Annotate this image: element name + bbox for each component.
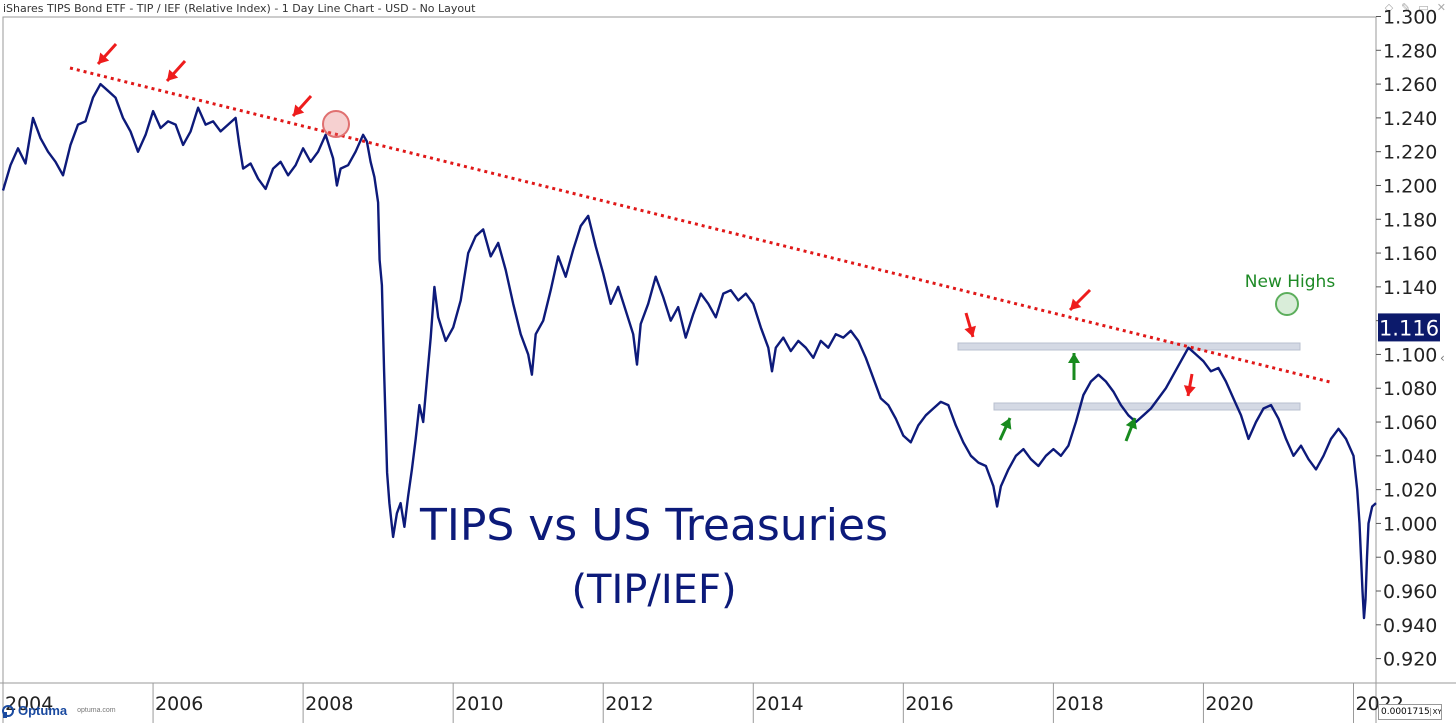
y-tick-label: 1.080 [1383, 378, 1437, 400]
x-tick-label: 2014 [755, 693, 803, 715]
green-arrow-head [1000, 418, 1012, 430]
series-line-tip-ief [1, 82, 1377, 620]
downtrend-line [69, 66, 1331, 384]
x-tick-label: 2008 [305, 693, 353, 715]
y-tick-label: 1.260 [1383, 74, 1437, 96]
y-tick-label: 1.240 [1383, 108, 1437, 130]
x-tick-label: 2004 [5, 693, 53, 715]
y-tick-label: 1.300 [1383, 7, 1437, 29]
y-tick-label: 1.060 [1383, 412, 1437, 434]
red-arrow-head [293, 104, 305, 116]
new-high-circle [1275, 292, 1299, 316]
red-arrow-head [98, 52, 110, 64]
y-tick-label: 0.960 [1383, 581, 1437, 603]
optuma-logo-icon [2, 704, 14, 718]
y-tick-label: 0.980 [1383, 547, 1437, 569]
pin-icon[interactable]: ✎ [1401, 2, 1411, 14]
green-arrow-head [1125, 418, 1137, 430]
x-tick-label: 2010 [455, 693, 503, 715]
collapse-chevron-icon[interactable]: ‹ [1440, 351, 1445, 365]
x-tick-label: 2016 [905, 693, 953, 715]
support-band [993, 402, 1301, 411]
close-icon[interactable]: ✕ [1436, 2, 1446, 14]
y-tick-label: 1.140 [1383, 277, 1437, 299]
logo-text: Optuma [18, 703, 68, 718]
scale-value: 0.0001715 [1381, 707, 1430, 717]
x-tick-label: 2012 [605, 693, 653, 715]
last-value-box [1378, 313, 1440, 342]
green-arrow-head [1068, 353, 1080, 363]
new-highs-annotation: New Highs [1245, 272, 1336, 292]
y-tick-label: 0.940 [1383, 615, 1437, 637]
resistance-band [957, 342, 1301, 351]
y-tick-label: 1.160 [1383, 243, 1437, 265]
window-controls: ◇ ✎ ▭ ✕ [1385, 1, 1446, 14]
highlight-circle-2008 [322, 110, 350, 138]
logo-url: optuma.com [77, 707, 116, 714]
x-tick-label: 2018 [1055, 693, 1103, 715]
scale-mode[interactable]: XY [1429, 708, 1441, 716]
chart-title-line1: TIPS vs US Treasuries [419, 500, 888, 551]
y-tick-label: 1.000 [1383, 513, 1437, 535]
x-tick-label: 2006 [155, 693, 203, 715]
y-tick-label: 1.180 [1383, 209, 1437, 231]
diamond-icon[interactable]: ◇ [1384, 2, 1394, 14]
y-tick-label: 1.220 [1383, 142, 1437, 164]
y-tick-label: 1.200 [1383, 175, 1437, 197]
red-arrow-head [1183, 385, 1196, 396]
chart-window-title: iShares TIPS Bond ETF - TIP / IEF (Relat… [3, 2, 476, 15]
window-icon[interactable]: ▭ [1418, 2, 1429, 14]
y-tick-label: 1.100 [1383, 344, 1437, 366]
optuma-logo: Optuma optuma.com [2, 703, 116, 718]
y-tick-label: 0.920 [1383, 649, 1437, 671]
x-tick-label: 2020 [1205, 693, 1253, 715]
red-arrow-head [1070, 298, 1082, 310]
red-arrow-head [167, 69, 179, 81]
red-arrow-head [964, 325, 976, 337]
y-tick-label: 1.040 [1383, 446, 1437, 468]
y-tick-label: 1.280 [1383, 40, 1437, 62]
scale-indicator[interactable]: 0.0001715 XY [1378, 704, 1442, 720]
last-value-label: 1.116 [1379, 316, 1439, 340]
chart-title-line2: (TIP/IEF) [571, 567, 736, 613]
y-tick-label: 1.020 [1383, 480, 1437, 502]
